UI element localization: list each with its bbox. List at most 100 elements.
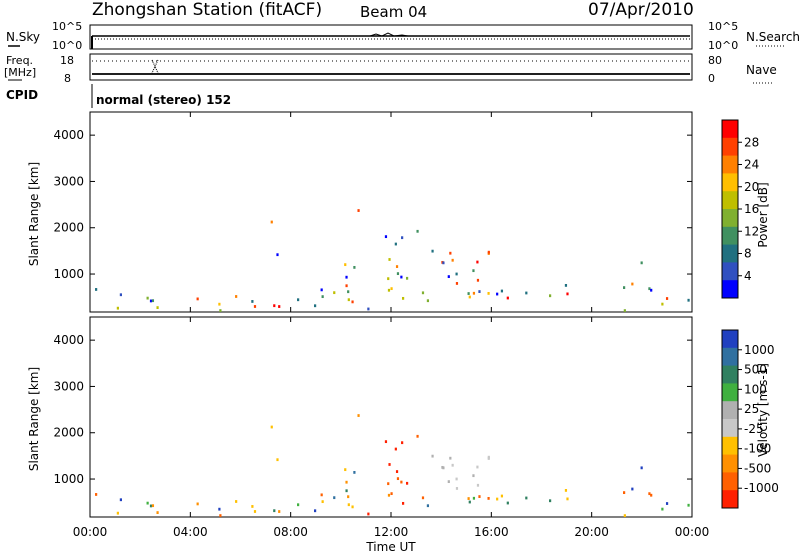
power-cell: [251, 300, 254, 303]
velocity-cell: [384, 440, 388, 444]
velocity-cell: [390, 492, 393, 496]
power-cell: [297, 298, 300, 302]
colorbar-swatch: [722, 347, 738, 367]
power-cell: [451, 258, 454, 262]
power-ylabel: Slant Range [km]: [27, 162, 41, 266]
velocity-cell: [449, 456, 452, 460]
date-title: 07/Apr/2010: [588, 0, 694, 20]
velocity-cell: [405, 481, 409, 485]
velocity-cell: [421, 496, 425, 500]
xtick-label: 00:00: [675, 525, 710, 539]
colorbar-swatch: [722, 454, 738, 473]
velocity-ylabel: Slant Range [km]: [27, 367, 41, 471]
power-cell: [390, 287, 393, 291]
velocity-cell: [146, 501, 149, 505]
xtick-label: 00:00: [73, 525, 108, 539]
power-cell: [387, 277, 390, 281]
velocity-cell: [270, 425, 273, 429]
colorbar-swatch: [722, 137, 738, 157]
ytick-label: 2000: [53, 426, 84, 440]
power-cell: [387, 288, 391, 292]
power-cell: [687, 298, 690, 302]
velocity-cell: [273, 509, 276, 513]
power-cell: [416, 229, 419, 233]
colorbar-swatch: [722, 155, 738, 174]
colorbar-tick-label: 4: [744, 269, 752, 283]
nsky-tick-bottom: 10^0: [52, 39, 82, 52]
velocity-cell: [345, 480, 348, 484]
velocity-cell: [116, 511, 119, 515]
power-cell: [442, 261, 445, 265]
velocity-cell: [472, 474, 475, 478]
power-frame: [89, 111, 693, 313]
velocity-cell: [650, 493, 653, 497]
power-cell: [345, 275, 348, 279]
power-cell: [116, 306, 119, 310]
power-cell: [623, 286, 626, 290]
nsearch-tick-bottom: 10^0: [708, 39, 738, 52]
velocity-cell: [394, 447, 397, 451]
velocity-colorbar-label: Velocity [m s-1]: [756, 363, 770, 457]
velocity-cell: [313, 509, 317, 513]
velocity-colorbar: 1000 500 100 25 -25 -100 -500 -1000: [721, 329, 779, 509]
velocity-cell: [525, 496, 528, 500]
power-cell: [400, 275, 403, 279]
power-cell: [396, 272, 400, 276]
power-cell: [623, 309, 626, 313]
velocity-cell: [500, 494, 504, 498]
velocity-cell: [276, 458, 279, 462]
power-cell: [548, 294, 552, 298]
colorbar-swatch: [722, 436, 738, 456]
velocity-cell: [687, 503, 690, 507]
power-cell: [640, 261, 643, 265]
velocity-cell: [426, 504, 430, 508]
power-cells: [95, 209, 690, 313]
power-cell: [351, 300, 354, 304]
velocity-cell: [320, 493, 323, 497]
velocity-cell: [496, 497, 499, 501]
power-cell: [320, 288, 323, 292]
nsky-panel: N.Sky 10^5 10^0 10^5 10^0 N.Search: [6, 20, 800, 52]
colorbar-tick-label: 1000: [744, 343, 775, 357]
colorbar-tick-label: 20: [744, 180, 759, 194]
velocity-cell: [442, 466, 445, 470]
colorbar-tick-label: 16: [744, 202, 759, 216]
power-cell: [426, 299, 430, 303]
power-cell: [500, 289, 504, 293]
power-cell: [388, 258, 391, 261]
power-panel: Slant Range [km] 4000 3000 2000 1000: [27, 111, 693, 313]
power-cell: [276, 253, 279, 257]
power-cell: [156, 306, 159, 309]
velocity-cell: [400, 480, 403, 484]
velocity-cell: [472, 496, 476, 500]
velocity-cell: [487, 496, 490, 500]
velocity-cell: [345, 489, 348, 493]
colorbar-swatch: [722, 226, 738, 246]
velocity-cell: [401, 501, 405, 505]
nave-tick-top: 80: [708, 54, 722, 67]
time-axis-label: Time UT: [365, 540, 416, 554]
velocity-cell: [278, 510, 281, 513]
velocity-cell: [665, 502, 669, 505]
power-cell: [650, 288, 653, 292]
velocity-cell: [478, 495, 481, 498]
colorbar-swatch: [722, 383, 738, 402]
power-cell: [119, 293, 122, 297]
colorbar-tick-label: 12: [744, 224, 759, 238]
colorbar-swatch: [722, 472, 738, 491]
power-cell: [661, 302, 664, 306]
velocity-cell: [455, 487, 459, 490]
power-cell: [357, 209, 360, 212]
velocity-cell: [467, 497, 470, 500]
velocity-cell: [357, 414, 360, 417]
time-axis: 00:00 04:00 08:00 12:00 16:00 20:00 00:00: [73, 112, 710, 539]
velocity-cell: [235, 500, 238, 503]
velocity-cell: [95, 493, 98, 496]
beam-title: Beam 04: [360, 3, 427, 21]
xtick-label: 04:00: [173, 525, 208, 539]
ytick-label: 1000: [53, 472, 84, 486]
velocity-cell: [149, 504, 153, 508]
power-cell: [648, 287, 651, 291]
velocity-cell: [623, 514, 626, 518]
power-cell: [467, 292, 470, 295]
